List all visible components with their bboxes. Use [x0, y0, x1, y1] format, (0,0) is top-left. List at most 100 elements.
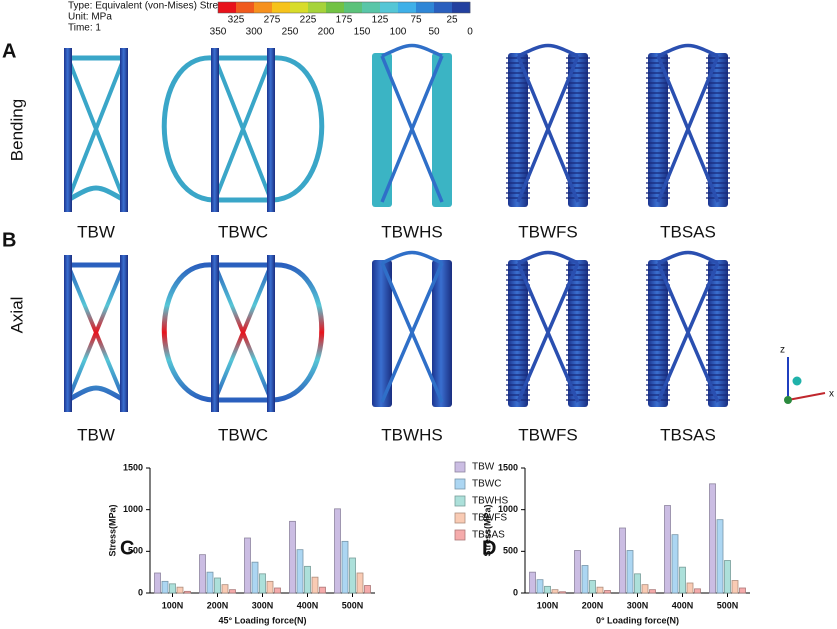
wire-cross	[516, 43, 580, 203]
wire-cross	[66, 264, 126, 401]
y-axis-label: Stress(MPa)	[107, 504, 117, 556]
fe-model	[372, 43, 452, 207]
panel-label: B	[2, 229, 16, 251]
colorbar-cell	[344, 2, 363, 13]
colorbar-tick: 100	[390, 27, 407, 38]
legend-swatch	[454, 461, 466, 473]
bar	[731, 580, 739, 594]
colorbar-tick: 225	[300, 15, 317, 26]
x-tick-label: 500N	[342, 600, 364, 610]
bar	[356, 572, 364, 594]
bar	[319, 586, 326, 594]
bar	[214, 577, 221, 594]
bar	[266, 580, 274, 594]
x-tick-label: 100N	[537, 600, 559, 610]
legend-swatch	[454, 529, 466, 541]
colorbar-cell	[254, 2, 273, 13]
wire-cross	[213, 264, 273, 401]
x-tick-label: 500N	[717, 600, 739, 610]
k-wire	[211, 48, 219, 212]
colorbar-cell	[326, 2, 345, 13]
colorbar-info: Time: 1	[68, 23, 101, 34]
bar	[551, 589, 559, 594]
colorbar-tick: 250	[282, 27, 299, 38]
colorbar-cell	[290, 2, 309, 13]
fe-model	[372, 250, 452, 407]
y-tick-label: 500	[128, 546, 143, 556]
axis-origin	[784, 396, 792, 404]
bar	[259, 573, 266, 594]
model-label: TBWFS	[518, 425, 578, 444]
x-tick-label: 200N	[207, 600, 229, 610]
fe-model	[64, 48, 128, 212]
model-label: TBWC	[218, 222, 268, 241]
y-tick-label: 1500	[498, 462, 518, 472]
wire-cross	[656, 43, 720, 203]
x-tick-label: 400N	[672, 600, 694, 610]
bar	[716, 519, 724, 594]
bar	[349, 557, 356, 594]
bar	[176, 586, 184, 594]
bar	[649, 589, 656, 594]
bar	[536, 579, 544, 594]
bar	[161, 580, 169, 594]
screw	[372, 53, 392, 207]
wire-loop	[66, 55, 126, 203]
y-tick-label: 1000	[123, 504, 143, 514]
wire-cross	[213, 57, 273, 201]
colorbar-cell	[452, 2, 471, 13]
x-tick-label: 400N	[297, 600, 319, 610]
x-tick-label: 200N	[582, 600, 604, 610]
bar	[244, 537, 251, 594]
bar	[709, 483, 716, 594]
fe-model	[64, 255, 128, 412]
colorbar-tick: 350	[210, 27, 227, 38]
x-tick-label: 300N	[252, 600, 274, 610]
k-wire	[120, 255, 128, 412]
y-tick-label: 1000	[498, 504, 518, 514]
fe-model	[506, 43, 590, 207]
colorbar-cell	[272, 2, 291, 13]
panel-label: D	[482, 537, 496, 559]
colorbar-cell	[434, 2, 453, 13]
bar	[304, 565, 311, 594]
k-wire	[120, 48, 128, 212]
y-axis-label: Stress(MPa)	[482, 504, 492, 556]
axis-y-dot	[792, 376, 802, 386]
bar	[739, 587, 746, 594]
k-wire	[267, 48, 275, 212]
fe-model	[161, 255, 325, 412]
row-label: Bending	[7, 99, 26, 161]
colorbar-info: Type: Equivalent (von-Mises) Stress	[68, 1, 228, 12]
bar	[581, 565, 589, 594]
colorbar-tick: 200	[318, 27, 335, 38]
colorbar-cell	[218, 2, 237, 13]
k-wire	[64, 48, 72, 212]
colorbar-tick: 50	[428, 27, 440, 38]
static-layer: A B C D Bending Axial z x	[2, 40, 834, 559]
bar	[544, 585, 551, 594]
wire-loop	[66, 262, 126, 403]
bar	[634, 573, 641, 594]
model-label: TBWC	[218, 425, 268, 444]
bar	[626, 550, 634, 594]
wire-cross	[66, 57, 126, 201]
bar	[574, 550, 581, 594]
bar	[199, 554, 206, 594]
bar	[724, 560, 731, 594]
colorbar-tick: 325	[228, 15, 245, 26]
bar	[341, 540, 349, 594]
legend-label: TBWC	[472, 479, 501, 490]
axis-label: z	[780, 345, 785, 356]
y-tick-label: 0	[513, 587, 518, 597]
bar	[296, 549, 304, 594]
y-tick-label: 500	[503, 546, 518, 556]
colorbar-frame	[217, 1, 471, 14]
colorbar-tick: 150	[354, 27, 371, 38]
screw	[432, 53, 452, 207]
fe-model	[506, 250, 590, 407]
colorbar-cell	[416, 2, 435, 13]
colorbar-tick: 175	[336, 15, 353, 26]
bar	[229, 589, 236, 594]
